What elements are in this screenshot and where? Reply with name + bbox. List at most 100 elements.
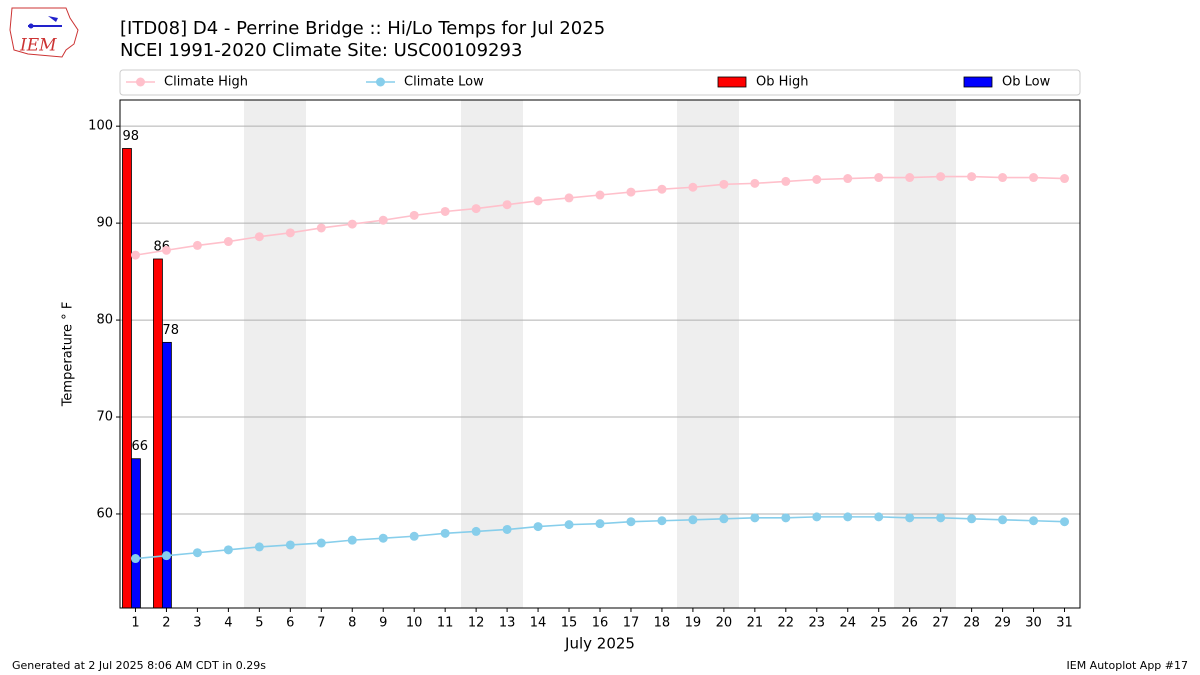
point (595, 190, 605, 200)
point (750, 513, 760, 523)
x-tick-label: 28 (963, 616, 980, 631)
point (378, 533, 388, 543)
legend-box (119, 69, 1081, 96)
point (688, 515, 698, 525)
point (719, 179, 729, 189)
point (1029, 173, 1039, 183)
x-tick-label: 5 (255, 616, 263, 631)
x-tick-label: 20 (716, 616, 733, 631)
point (316, 538, 326, 548)
x-tick-label: 1 (131, 616, 139, 631)
point (750, 178, 760, 188)
bar (131, 458, 141, 609)
x-tick-label: 10 (406, 616, 423, 631)
chart-title: [ITD08] D4 - Perrine Bridge :: Hi/Lo Tem… (120, 18, 605, 39)
x-tick-label: 6 (286, 616, 294, 631)
x-tick-label: 22 (778, 616, 795, 631)
legend-label: Ob High (756, 75, 809, 90)
x-tick-label: 21 (747, 616, 764, 631)
legend-label: Climate High (164, 75, 248, 90)
x-tick-label: 31 (1056, 616, 1073, 631)
logo: IEM (9, 7, 79, 58)
point (502, 200, 512, 210)
bar (162, 341, 172, 609)
point (564, 520, 574, 530)
chart-subtitle: NCEI 1991-2020 Climate Site: USC00109293 (120, 40, 522, 61)
point (409, 531, 419, 541)
point (998, 515, 1008, 525)
y-tick-label: 80 (96, 313, 113, 328)
point (533, 522, 543, 532)
point (223, 545, 233, 555)
footer-right: IEM Autoplot App #17 (1067, 659, 1189, 672)
point (440, 206, 450, 216)
point (440, 528, 450, 538)
legend-swatch (717, 76, 747, 88)
point (843, 512, 853, 522)
point (502, 524, 512, 534)
point (874, 512, 884, 522)
point (626, 187, 636, 197)
footer-left: Generated at 2 Jul 2025 8:06 AM CDT in 0… (12, 659, 266, 672)
y-axis-label: Temperature ° F (61, 302, 76, 408)
x-tick-label: 17 (623, 616, 640, 631)
data-label: 66 (131, 439, 148, 454)
x-tick-label: 26 (901, 616, 918, 631)
bar (122, 148, 132, 609)
legend-marker (136, 77, 145, 87)
point (626, 517, 636, 527)
x-tick-label: 19 (685, 616, 702, 631)
x-tick-label: 3 (193, 616, 201, 631)
point (254, 542, 264, 552)
point (595, 519, 605, 529)
point (378, 215, 388, 225)
y-tick-label: 90 (96, 216, 113, 231)
x-tick-label: 7 (317, 616, 325, 631)
x-tick-label: 2 (162, 616, 170, 631)
logo-text: IEM (19, 36, 57, 56)
x-tick-label: 8 (348, 616, 356, 631)
y-tick-label: 70 (96, 410, 113, 425)
point (967, 172, 977, 182)
point (936, 513, 946, 523)
point (688, 182, 698, 192)
x-tick-label: 29 (994, 616, 1011, 631)
point (781, 513, 791, 523)
point (409, 210, 419, 220)
point (936, 172, 946, 182)
point (130, 554, 140, 564)
x-tick-label: 15 (561, 616, 578, 631)
point (905, 173, 915, 183)
x-tick-label: 11 (437, 616, 454, 631)
point (223, 237, 233, 247)
legend-label: Climate Low (404, 75, 484, 90)
weekend-shading (244, 100, 956, 608)
point (192, 548, 202, 558)
point (1060, 174, 1070, 184)
x-tick-label: 4 (224, 616, 232, 631)
x-tick-label: 14 (530, 616, 547, 631)
x-tick-label: 24 (839, 616, 856, 631)
point (905, 513, 915, 523)
point (657, 184, 667, 194)
x-tick-label: 23 (809, 616, 826, 631)
data-label: 78 (162, 323, 179, 338)
point (192, 240, 202, 250)
legend-label: Ob Low (1002, 75, 1051, 90)
x-tick-label: 18 (654, 616, 671, 631)
x-tick-label: 12 (468, 616, 485, 631)
legend-marker (376, 77, 385, 87)
point (285, 540, 295, 550)
x-tick-label: 16 (592, 616, 609, 631)
point (347, 535, 357, 545)
x-tick-label: 27 (932, 616, 949, 631)
x-tick-label: 25 (870, 616, 887, 631)
x-tick-label: 9 (379, 616, 387, 631)
point (564, 193, 574, 203)
point (1060, 517, 1070, 527)
x-tick-label: 30 (1025, 616, 1042, 631)
point (874, 173, 884, 183)
point (781, 176, 791, 186)
point (316, 223, 326, 233)
